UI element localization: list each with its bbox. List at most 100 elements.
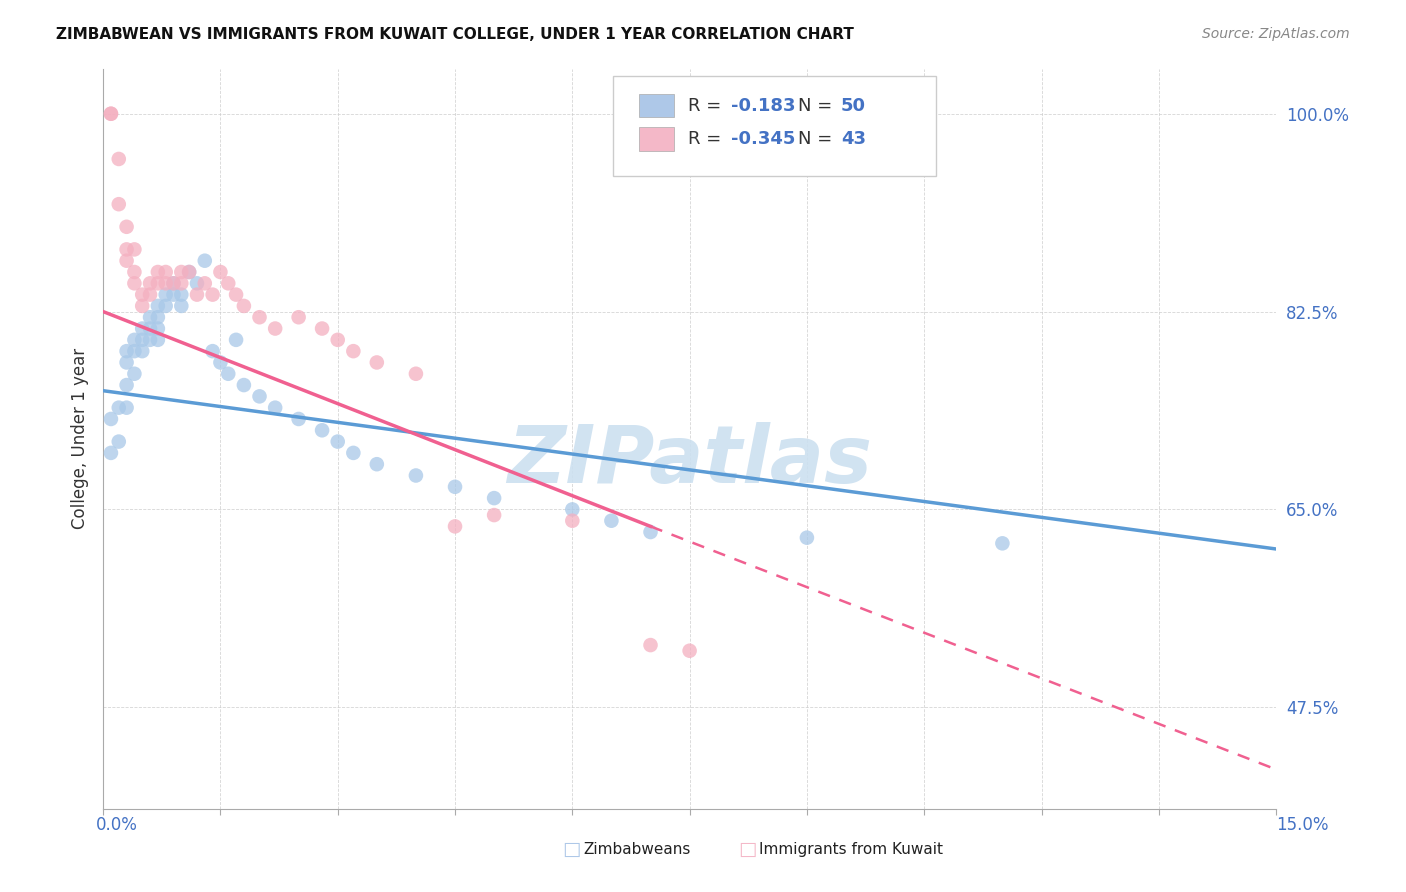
Text: □: □	[738, 839, 756, 859]
Point	[115, 401, 138, 415]
Point	[124, 344, 146, 359]
Point	[796, 531, 818, 545]
Point	[232, 378, 254, 392]
Point	[162, 287, 184, 301]
Point	[217, 367, 239, 381]
Point	[179, 265, 201, 279]
Point	[107, 434, 129, 449]
Point	[170, 265, 193, 279]
Point	[194, 253, 217, 268]
Point	[209, 265, 232, 279]
Point	[131, 344, 153, 359]
Point	[115, 243, 138, 257]
Point	[100, 446, 122, 460]
Point	[146, 310, 169, 325]
Point	[209, 355, 232, 369]
Point	[405, 367, 427, 381]
Point	[201, 344, 224, 359]
Point	[146, 265, 169, 279]
FancyBboxPatch shape	[640, 94, 675, 118]
Point	[131, 299, 153, 313]
Point	[232, 299, 254, 313]
Text: 43: 43	[841, 130, 866, 148]
Point	[311, 423, 333, 437]
Point	[115, 219, 138, 234]
Text: 0.0%: 0.0%	[96, 816, 138, 834]
Text: ZIPatlas: ZIPatlas	[508, 422, 872, 500]
Point	[146, 277, 169, 291]
Point	[115, 355, 138, 369]
Point	[678, 644, 700, 658]
Point	[170, 299, 193, 313]
Point	[155, 287, 177, 301]
Point	[311, 321, 333, 335]
Point	[139, 287, 162, 301]
Point	[170, 277, 193, 291]
Point	[249, 310, 271, 325]
Point	[342, 446, 364, 460]
Point	[139, 310, 162, 325]
Text: Source: ZipAtlas.com: Source: ZipAtlas.com	[1202, 27, 1350, 41]
Point	[225, 333, 247, 347]
Point	[405, 468, 427, 483]
Point	[366, 355, 388, 369]
Y-axis label: College, Under 1 year: College, Under 1 year	[72, 348, 89, 529]
Point	[155, 265, 177, 279]
Point	[194, 277, 217, 291]
Text: Immigrants from Kuwait: Immigrants from Kuwait	[759, 842, 943, 856]
Point	[124, 333, 146, 347]
Point	[131, 333, 153, 347]
Point	[146, 321, 169, 335]
Point	[561, 514, 583, 528]
Point	[366, 457, 388, 471]
Point	[561, 502, 583, 516]
Point	[991, 536, 1014, 550]
Point	[131, 287, 153, 301]
Text: R =: R =	[689, 130, 727, 148]
Point	[287, 310, 309, 325]
Point	[139, 277, 162, 291]
Point	[179, 265, 201, 279]
Point	[600, 514, 623, 528]
Point	[124, 367, 146, 381]
Text: 50: 50	[841, 96, 866, 114]
Point	[107, 197, 129, 211]
FancyBboxPatch shape	[640, 127, 675, 151]
Text: ZIMBABWEAN VS IMMIGRANTS FROM KUWAIT COLLEGE, UNDER 1 YEAR CORRELATION CHART: ZIMBABWEAN VS IMMIGRANTS FROM KUWAIT COL…	[56, 27, 853, 42]
Point	[162, 277, 184, 291]
Point	[444, 480, 467, 494]
Text: N =: N =	[797, 96, 838, 114]
Point	[100, 107, 122, 121]
Point	[115, 253, 138, 268]
Point	[170, 287, 193, 301]
FancyBboxPatch shape	[613, 76, 936, 176]
Text: R =: R =	[689, 96, 727, 114]
Point	[139, 333, 162, 347]
Point	[225, 287, 247, 301]
Point	[100, 107, 122, 121]
Point	[444, 519, 467, 533]
Point	[326, 333, 349, 347]
Point	[124, 277, 146, 291]
Point	[100, 412, 122, 426]
Text: -0.345: -0.345	[731, 130, 794, 148]
Text: 15.0%: 15.0%	[1277, 816, 1329, 834]
Point	[186, 277, 208, 291]
Point	[264, 321, 287, 335]
Text: Zimbabweans: Zimbabweans	[583, 842, 690, 856]
Point	[124, 265, 146, 279]
Point	[482, 508, 505, 522]
Point	[326, 434, 349, 449]
Point	[115, 378, 138, 392]
Point	[640, 638, 662, 652]
Point	[107, 401, 129, 415]
Point	[249, 389, 271, 403]
Point	[201, 287, 224, 301]
Point	[155, 277, 177, 291]
Point	[217, 277, 239, 291]
Point	[640, 524, 662, 539]
Point	[146, 333, 169, 347]
Point	[155, 299, 177, 313]
Point	[162, 277, 184, 291]
Point	[287, 412, 309, 426]
